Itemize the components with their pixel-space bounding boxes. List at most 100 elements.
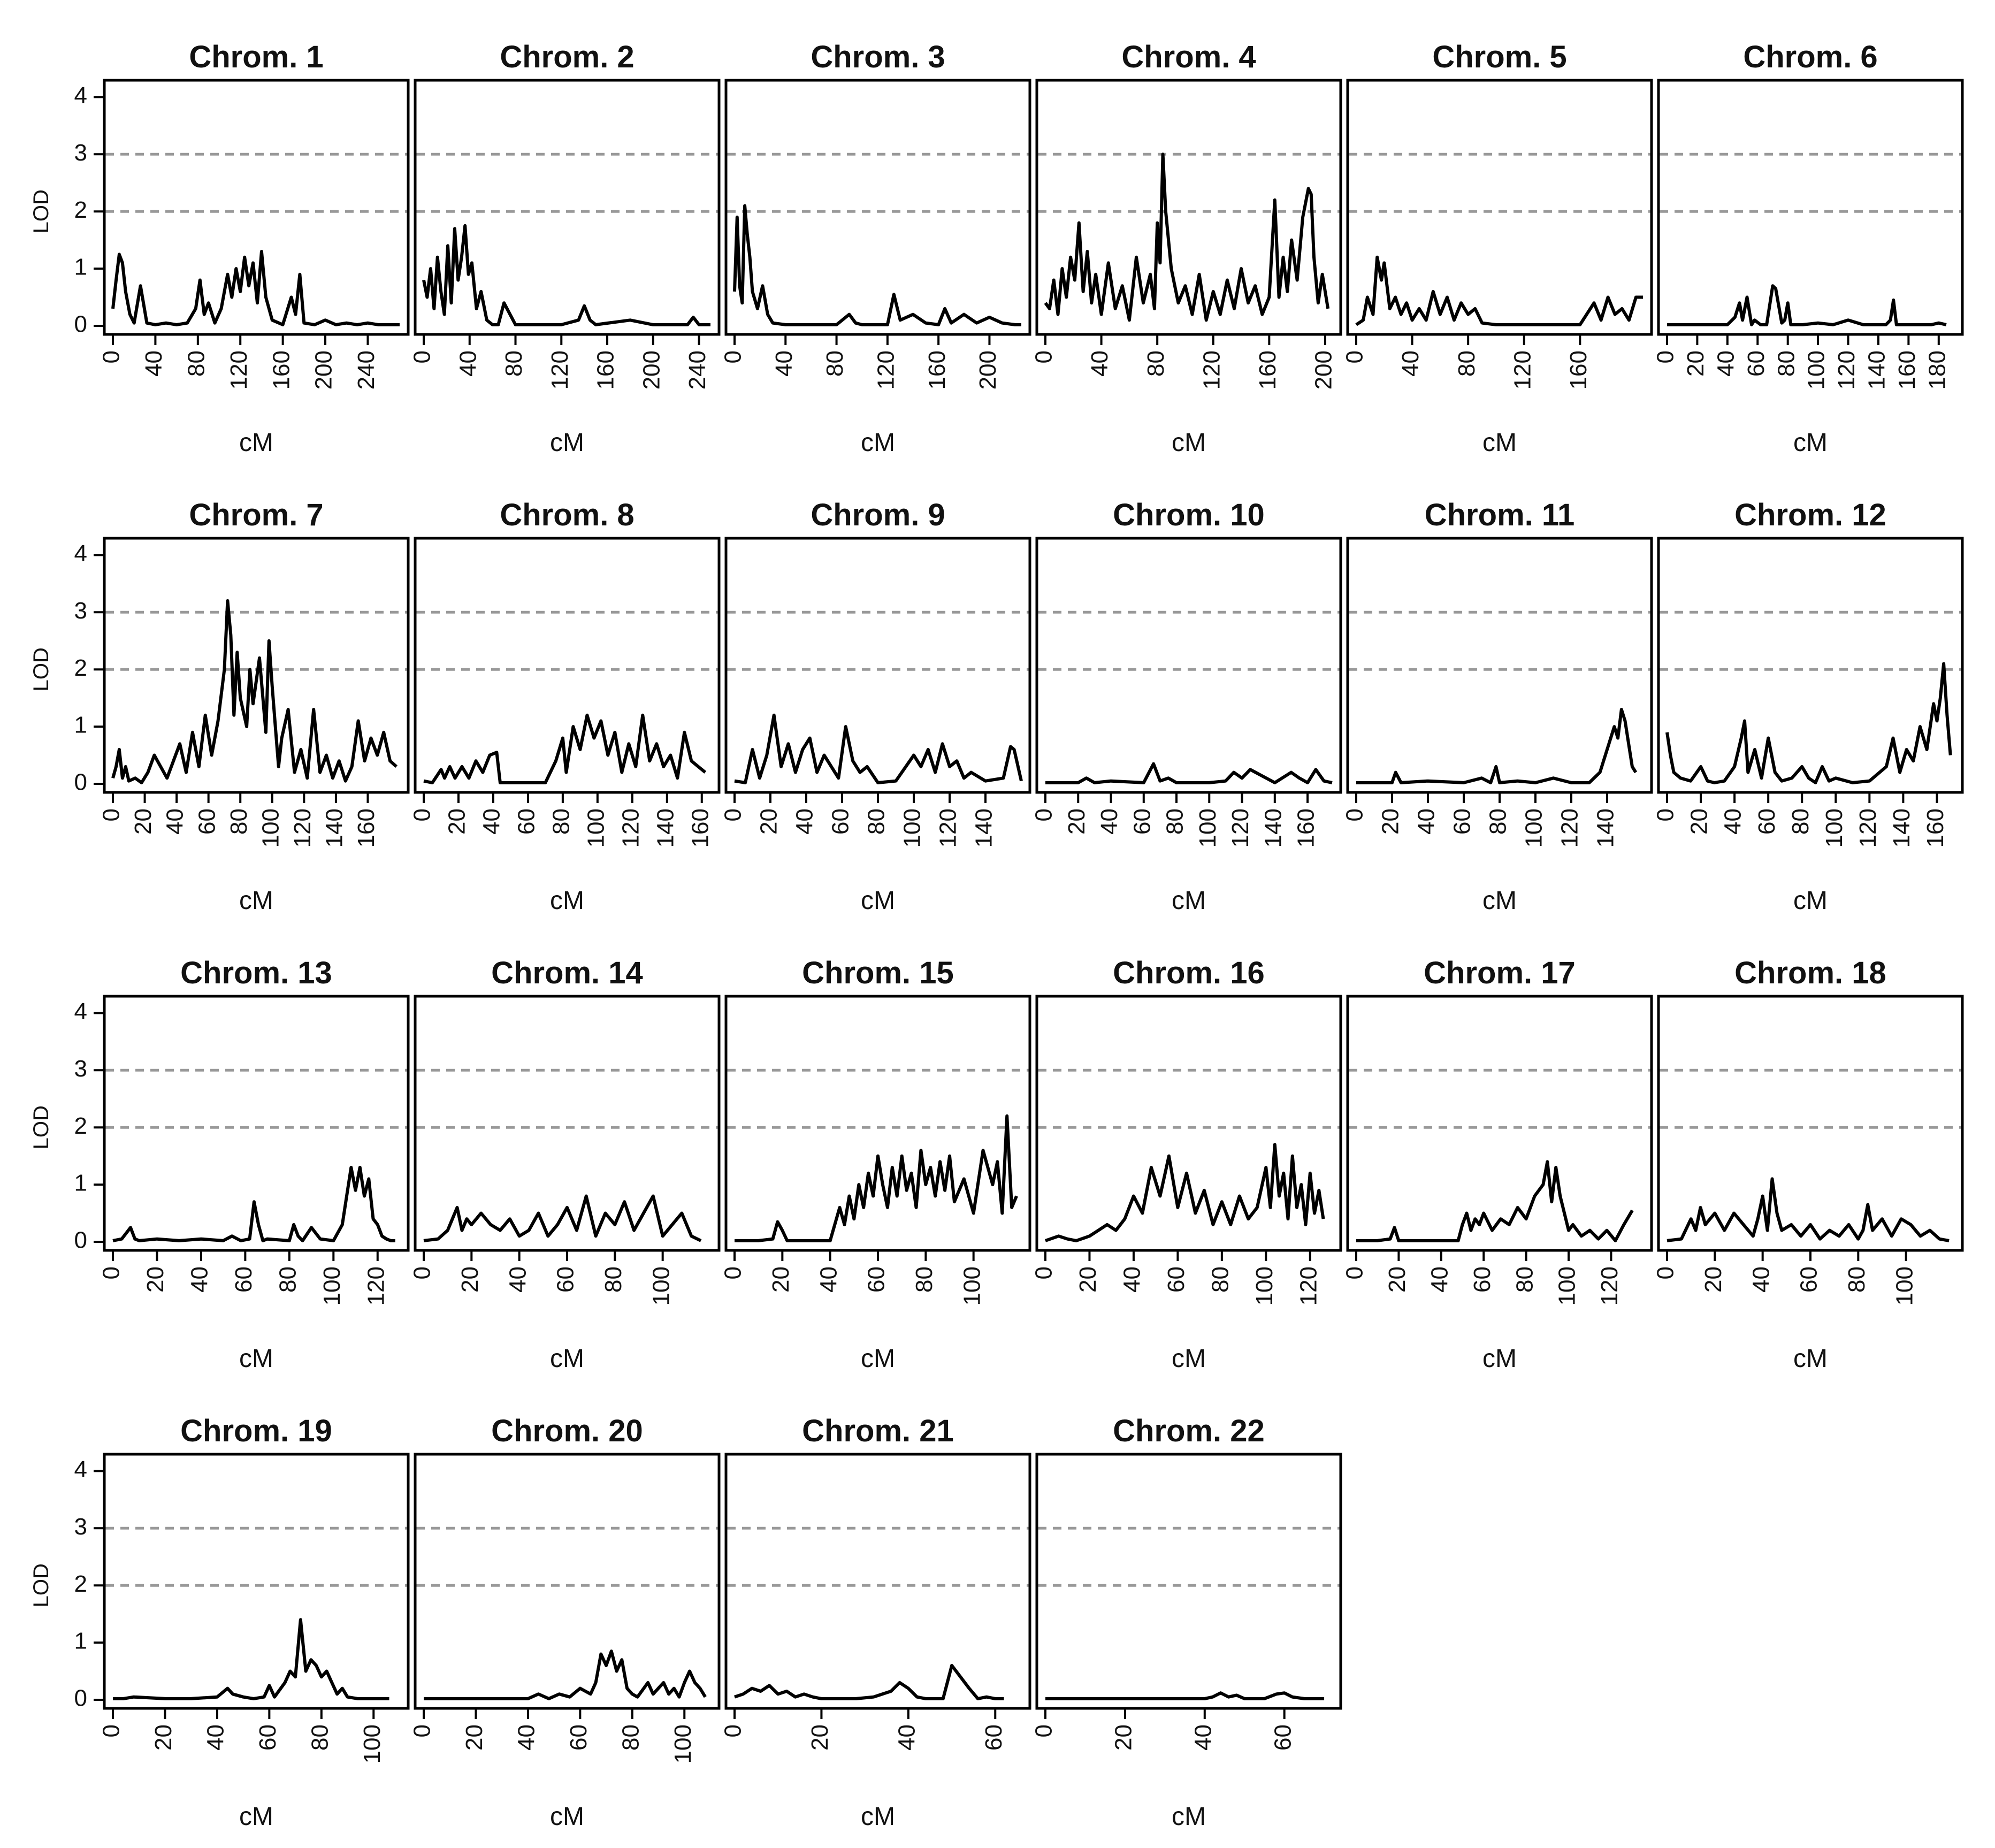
x-tick-label: 80	[1773, 350, 1799, 377]
x-tick-label: 120	[363, 1266, 389, 1305]
panel-frame	[103, 1453, 410, 1710]
chart-panel-5: Chrom. 5 0 40 80 120 160 cM	[1342, 40, 1653, 457]
panel-frame	[724, 1453, 1031, 1710]
x-tick-label: 200	[975, 350, 1001, 390]
x-tick-label: 20	[807, 1724, 833, 1751]
panel-title: Chrom. 9	[811, 498, 945, 532]
x-tick-label: 200	[638, 350, 664, 390]
x-axis-label: cM	[239, 429, 273, 457]
x-tick-label: 80	[911, 1266, 937, 1293]
x-tick-label: 100	[1521, 808, 1547, 847]
x-tick-label: 100	[1554, 1266, 1580, 1305]
y-tick-label: 3	[74, 1514, 87, 1540]
x-tick-label: 120	[1295, 1266, 1321, 1305]
x-tick-label: 100	[1821, 808, 1847, 847]
panel-frame	[1035, 1453, 1342, 1710]
y-tick-label: 2	[74, 655, 87, 681]
lod-series-line	[422, 224, 710, 326]
x-tick-label: 20	[130, 808, 156, 835]
x-tick-label: 160	[924, 350, 950, 390]
panel-frame	[1657, 79, 1964, 336]
x-tick-label: 100	[648, 1266, 674, 1305]
x-tick-label: 0	[98, 1724, 125, 1737]
x-tick-label: 120	[547, 350, 573, 390]
panel-frame	[414, 537, 721, 794]
x-tick-label: 60	[1754, 808, 1780, 835]
lod-series-line	[734, 713, 1023, 784]
x-tick-label: 120	[873, 350, 899, 390]
x-tick-label: 80	[274, 1266, 301, 1293]
x-tick-label: 80	[1162, 808, 1188, 835]
y-tick-label: 2	[74, 1571, 87, 1597]
x-tick-label: 100	[959, 1266, 985, 1305]
x-tick-label: 120	[1855, 808, 1881, 847]
x-tick-label: 40	[187, 1266, 213, 1293]
x-tick-label: 20	[768, 1266, 794, 1293]
x-tick-label: 40	[1096, 808, 1122, 835]
x-tick-label: 120	[1509, 350, 1535, 390]
panel-frame	[103, 537, 410, 794]
panel-title: Chrom. 16	[1113, 956, 1265, 990]
y-tick-label: 3	[74, 598, 87, 624]
y-tick-label: 1	[74, 254, 87, 280]
x-tick-label: 40	[1713, 350, 1739, 377]
lod-series-line	[111, 599, 398, 784]
panel-title: Chrom. 18	[1734, 956, 1886, 990]
x-tick-label: 100	[1195, 808, 1221, 847]
x-tick-label: 120	[1227, 808, 1253, 847]
x-tick-label: 0	[1031, 1266, 1057, 1279]
chart-panel-10: Chrom. 10 0 20 40 60 80 100 120 140 160 cM	[1031, 498, 1342, 915]
x-tick-label: 60	[255, 1724, 281, 1751]
lod-series-line	[423, 1194, 702, 1242]
panel-title: Chrom. 20	[491, 1414, 643, 1448]
x-tick-label: 40	[815, 1266, 842, 1293]
x-tick-label: 40	[1748, 1266, 1774, 1293]
x-tick-label: 120	[1557, 808, 1583, 847]
x-tick-label: 40	[141, 350, 167, 377]
y-tick-label: 3	[74, 140, 87, 166]
x-tick-label: 20	[1064, 808, 1090, 835]
x-tick-label: 20	[142, 1266, 169, 1293]
x-tick-label: 40	[1397, 350, 1424, 377]
x-tick-label: 0	[1031, 808, 1057, 821]
x-tick-label: 60	[553, 1266, 579, 1293]
x-tick-label: 40	[893, 1724, 920, 1751]
y-tick-label: 0	[74, 1685, 87, 1712]
panel-title: Chrom. 5	[1432, 40, 1566, 74]
x-tick-label: 100	[899, 808, 926, 847]
x-tick-label: 40	[514, 1724, 540, 1751]
chart-panel-19: Chrom. 19 0 20 40 60 80 100 cM 0 1 2 3 4 LOD	[29, 1414, 410, 1831]
chart-panel-8: Chrom. 8 0 20 40 60 80 100 120 140 160 cM	[409, 498, 721, 915]
x-tick-label: 60	[828, 808, 854, 835]
panel-title: Chrom. 8	[500, 498, 634, 532]
x-tick-label: 60	[1163, 1266, 1189, 1293]
x-tick-label: 0	[1342, 1266, 1368, 1279]
x-tick-label: 140	[322, 808, 348, 847]
x-tick-label: 80	[226, 808, 252, 835]
x-tick-label: 40	[1119, 1266, 1145, 1293]
chart-panel-12: Chrom. 12 0 20 40 60 80 100 120 140 160 cM	[1653, 498, 1964, 915]
y-tick-label: 2	[74, 1113, 87, 1139]
x-tick-label: 80	[1787, 808, 1814, 835]
x-tick-label: 160	[593, 350, 619, 390]
x-tick-label: 60	[863, 1266, 890, 1293]
x-tick-label: 100	[1891, 1266, 1917, 1305]
y-tick-label: 4	[74, 1456, 87, 1483]
panel-title: Chrom. 22	[1113, 1414, 1265, 1448]
x-tick-label: 140	[1864, 350, 1890, 390]
x-tick-label: 140	[1889, 808, 1915, 847]
x-tick-label: 100	[1251, 1266, 1278, 1305]
x-tick-label: 120	[1596, 1266, 1623, 1305]
x-tick-label: 60	[1270, 1724, 1296, 1751]
y-tick-label: 1	[74, 712, 87, 738]
chart-panel-13: Chrom. 13 0 20 40 60 80 100 120 cM 0 1 2 3 4 LOD	[29, 956, 410, 1373]
x-tick-label: 20	[444, 808, 470, 835]
x-tick-label: 0	[720, 808, 746, 821]
chart-panel-21: Chrom. 21 0 20 40 60 cM	[720, 1414, 1031, 1831]
x-tick-label: 60	[1449, 808, 1476, 835]
x-axis-label: cM	[1172, 1345, 1206, 1373]
x-axis-label: cM	[1482, 1345, 1517, 1373]
x-tick-label: 160	[1565, 350, 1592, 390]
x-tick-label: 60	[231, 1266, 257, 1293]
x-tick-label: 40	[455, 350, 481, 377]
